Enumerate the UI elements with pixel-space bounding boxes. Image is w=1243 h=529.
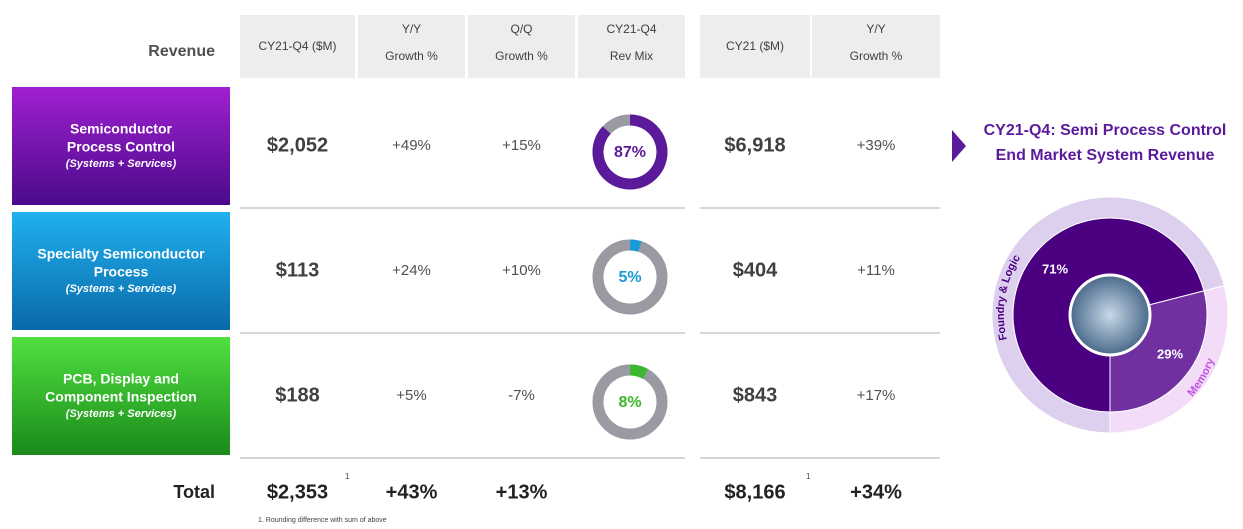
column-header: Growth % xyxy=(850,49,903,63)
q4-revenue: $188 xyxy=(275,384,320,406)
footnote-mark: 1 xyxy=(345,472,350,481)
column-header: Q/Q xyxy=(510,22,532,36)
segment-note: (Systems + Services) xyxy=(66,283,177,295)
segment-name: Process Control xyxy=(67,139,175,155)
segment-note: (Systems + Services) xyxy=(66,158,177,170)
cy21-revenue: $6,918 xyxy=(724,134,785,156)
qq-growth: -7% xyxy=(508,387,535,404)
yy-growth: +24% xyxy=(392,262,431,279)
segment-name: Component Inspection xyxy=(45,389,197,405)
column-header: CY21-Q4 xyxy=(606,22,656,36)
total-qq: +13% xyxy=(496,481,548,503)
qq-growth: +15% xyxy=(502,137,541,154)
pie-label: 29% xyxy=(1157,346,1183,361)
column-header: CY21-Q4 ($M) xyxy=(258,39,336,53)
cy21-yy-growth: +17% xyxy=(857,387,896,404)
column-header: Growth % xyxy=(495,49,548,63)
total-label: Total xyxy=(173,482,215,502)
cy21-revenue: $843 xyxy=(733,384,778,406)
column-header: Growth % xyxy=(385,49,438,63)
q4-revenue: $2,052 xyxy=(267,134,328,156)
footnote: 1. Rounding difference with sum of above xyxy=(258,517,387,524)
column-header: Rev Mix xyxy=(610,49,653,63)
center-image xyxy=(1070,275,1150,355)
segment-note: (Systems + Services) xyxy=(66,408,177,420)
segment-name: Specialty Semiconductor xyxy=(37,246,205,262)
column-header: Y/Y xyxy=(866,22,885,36)
slide: Revenue CY21-Q4 ($M) Y/Y Growth % Q/Q Growth… xyxy=(0,0,1243,529)
qq-growth: +10% xyxy=(502,262,541,279)
segment-name: PCB, Display and xyxy=(63,371,179,387)
pie-title: End Market System Revenue xyxy=(996,147,1215,164)
footnote-mark: 1 xyxy=(806,472,811,481)
cy21-revenue: $404 xyxy=(733,259,778,281)
total-cy21: $8,166 xyxy=(724,481,785,503)
segment-name: Process xyxy=(94,264,149,280)
column-header: Y/Y xyxy=(402,22,421,36)
yy-growth: +5% xyxy=(396,387,426,404)
yy-growth: +49% xyxy=(392,137,431,154)
revenue-header: Revenue xyxy=(148,43,215,60)
donut-arc xyxy=(630,245,640,247)
total-cy21-yy: +34% xyxy=(850,481,902,503)
donut-label: 8% xyxy=(618,394,641,411)
title-arrow xyxy=(952,130,966,162)
column-header: CY21 ($M) xyxy=(726,39,784,53)
q4-revenue: $113 xyxy=(276,259,319,281)
cy21-yy-growth: +39% xyxy=(857,137,896,154)
segment-name: Semiconductor xyxy=(70,121,172,137)
total-yy: +43% xyxy=(386,481,438,503)
donut-label: 5% xyxy=(618,269,641,286)
pie-title: CY21-Q4: Semi Process Control xyxy=(984,122,1227,139)
donut-label: 87% xyxy=(614,144,646,161)
total-q4: $2,353 xyxy=(267,481,328,503)
cy21-yy-growth: +11% xyxy=(857,262,895,279)
donut-arc xyxy=(630,370,645,374)
pie-label: 71% xyxy=(1042,261,1068,276)
